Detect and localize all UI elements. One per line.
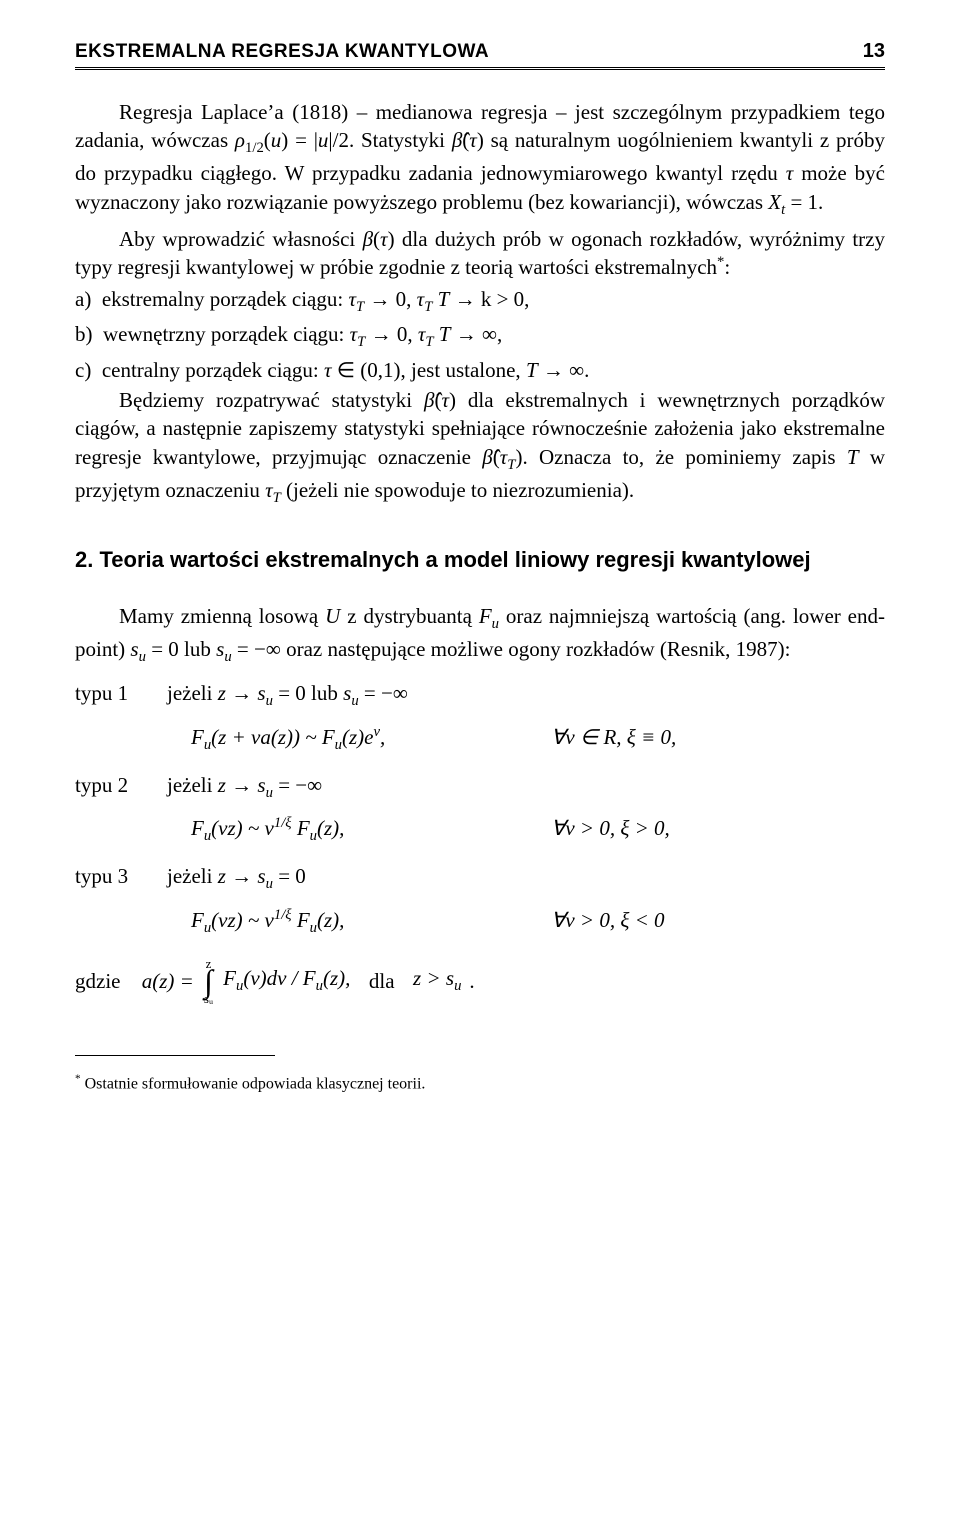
running-header: EKSTREMALNA REGRESJA KWANTYLOWA 13 xyxy=(75,40,885,70)
type-3-label: typu 3 xyxy=(75,861,145,893)
type-2-condition: jeżeli z → su = −∞ xyxy=(167,770,322,804)
paragraph-4: Mamy zmienną losową U z dystrybuantą Fu … xyxy=(75,602,885,668)
type-2-formula: Fu(vz) ~ v1/ξ Fu(z), ∀v > 0, ξ > 0, xyxy=(191,812,885,847)
gdzie-definition: gdzie a(z) = z ∫ sᵤ Fu(v)dv / Fu(z), dla… xyxy=(75,957,885,1005)
paragraph-2: Aby wprowadzić własności β(τ) dla dużych… xyxy=(75,225,885,282)
page-number: 13 xyxy=(863,40,885,63)
paragraph-1: Regresja Laplace’a (1818) – medianowa re… xyxy=(75,98,885,221)
type-3-formula: Fu(vz) ~ v1/ξ Fu(z), ∀v > 0, ξ < 0 xyxy=(191,904,885,939)
footnote-text: Ostatnie sformułowanie odpowiada klasycz… xyxy=(85,1075,426,1092)
type-2-label: typu 2 xyxy=(75,770,145,802)
type-3-condition: jeżeli z → su = 0 xyxy=(167,861,306,895)
type-3-block: typu 3 jeżeli z → su = 0 Fu(vz) ~ v1/ξ F… xyxy=(75,861,885,938)
footnote-marker: * xyxy=(75,1073,81,1085)
paragraph-3: Będziemy rozpatrywać statystyki β̂(τ) dl… xyxy=(75,386,885,509)
type-1-formula: Fu(z + va(z)) ~ Fu(z)ev, ∀v ∈ R, ξ ≡ 0, xyxy=(191,721,885,756)
list-item-c: c) centralny porządek ciągu: τ ∈ (0,1), … xyxy=(75,356,885,384)
gdzie-label: gdzie xyxy=(75,967,120,995)
type-2-block: typu 2 jeżeli z → su = −∞ Fu(vz) ~ v1/ξ … xyxy=(75,770,885,847)
type-1-condition: jeżeli z → su = 0 lub su = −∞ xyxy=(167,678,408,712)
list-item-a: a) ekstremalny porządek ciągu: τT → 0, τ… xyxy=(75,285,885,318)
page: EKSTREMALNA REGRESJA KWANTYLOWA 13 Regre… xyxy=(0,0,960,1514)
integral-symbol: z ∫ sᵤ xyxy=(204,957,213,1005)
footnote: * Ostatnie sformułowanie odpowiada klasy… xyxy=(75,1072,885,1095)
section-2-heading: 2. Teoria wartości ekstremalnych a model… xyxy=(75,545,885,575)
footnote-separator xyxy=(75,1055,275,1056)
type-1-label: typu 1 xyxy=(75,678,145,710)
type-1-block: typu 1 jeżeli z → su = 0 lub su = −∞ Fu(… xyxy=(75,678,885,755)
list-item-b: b) wewnętrzny porządek ciągu: τT → 0, τT… xyxy=(75,320,885,353)
header-title: EKSTREMALNA REGRESJA KWANTYLOWA xyxy=(75,41,489,63)
integral-lower: sᵤ xyxy=(204,992,213,1005)
